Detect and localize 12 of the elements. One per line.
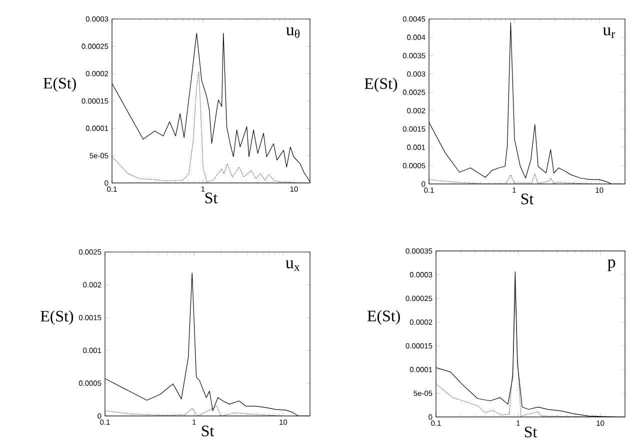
annotation: u$_{r}$ bbox=[602, 27, 616, 38]
annotation: u$_{x}$ bbox=[286, 260, 300, 271]
y-axis-title: E(St) bbox=[40, 310, 74, 325]
y-axis-title: E(St) bbox=[364, 78, 398, 92]
x-axis-title: St bbox=[205, 192, 218, 204]
y-axis-title: E(St) bbox=[43, 77, 76, 92]
x-axis-title: St bbox=[521, 194, 534, 204]
annotation: p bbox=[608, 259, 616, 272]
x-axis-title: St bbox=[202, 426, 214, 436]
x-axis-title: St bbox=[524, 426, 538, 438]
y-axis-title: E(St) bbox=[367, 310, 400, 325]
annotation: u$_{θ}$ bbox=[286, 27, 300, 38]
